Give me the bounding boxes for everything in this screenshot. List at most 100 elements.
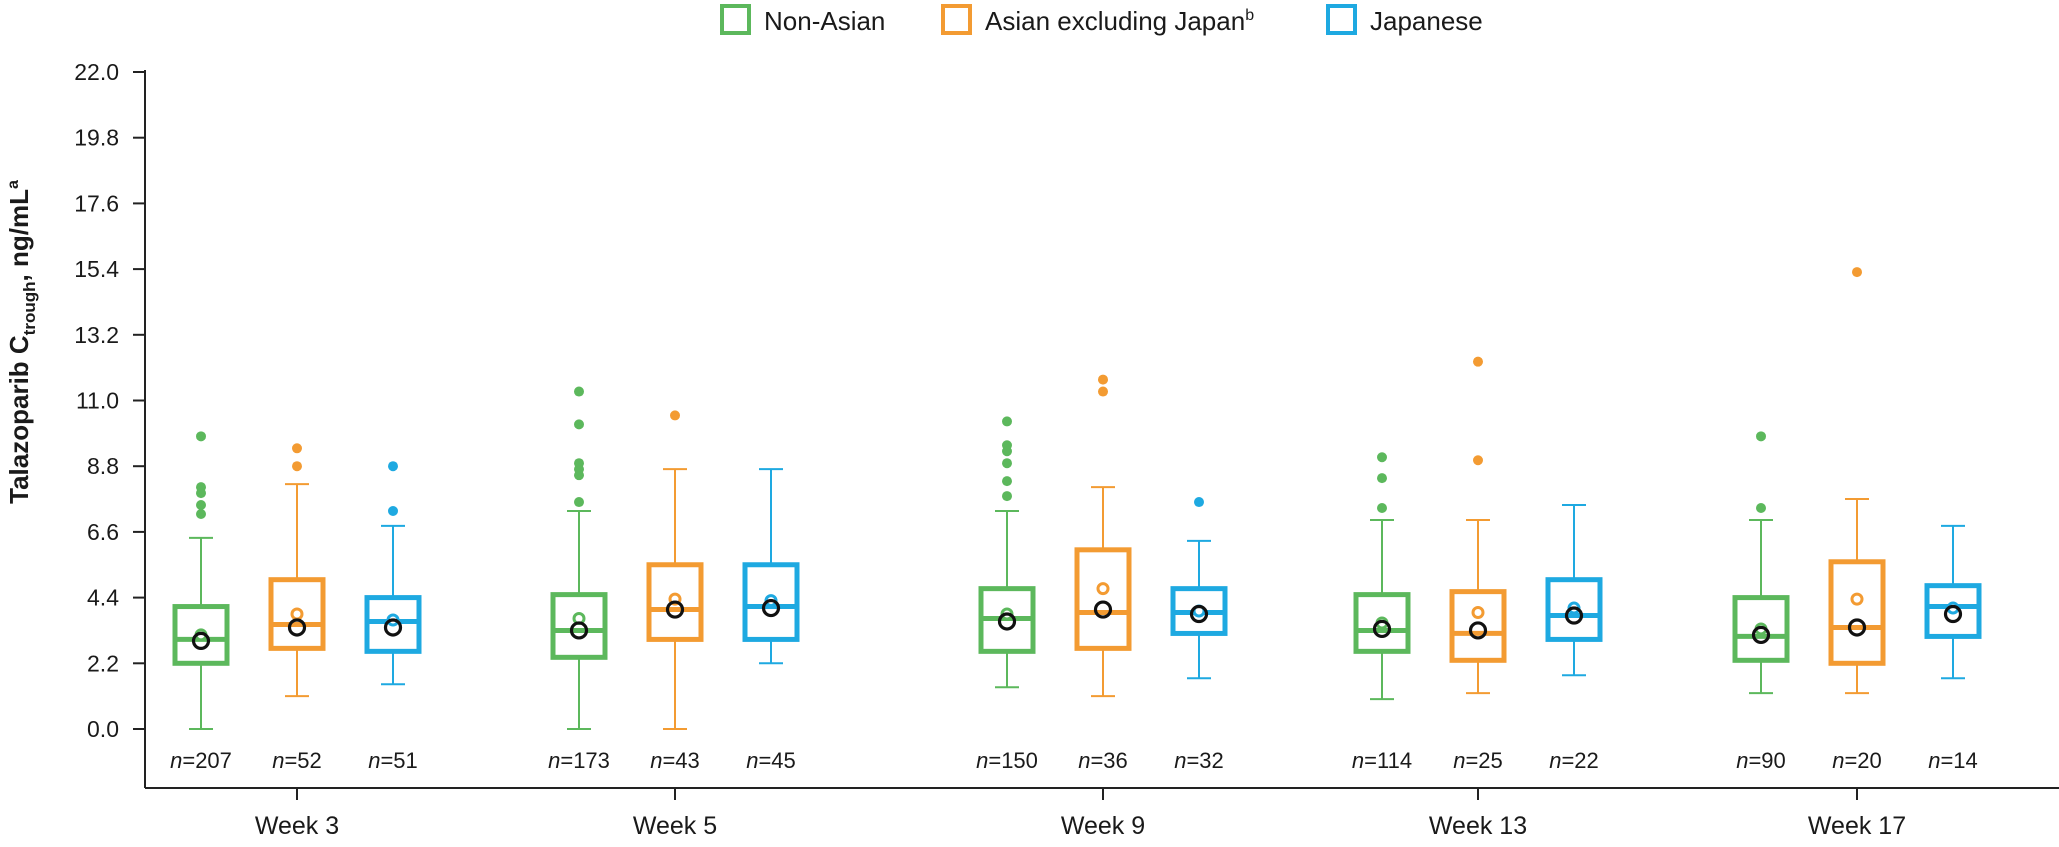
legend-item-asian-excluding-japan: Asian excluding Japanb — [941, 4, 1254, 36]
geo-mean-marker — [191, 631, 211, 651]
n-label: n=36 — [1078, 748, 1128, 773]
n-label-letter: n — [1928, 748, 1940, 773]
y-axis-title-sup: a — [5, 180, 22, 189]
iqr-box — [1449, 589, 1507, 663]
outlier-point — [1194, 497, 1204, 508]
outlier-point — [1852, 267, 1862, 278]
outlier-point — [388, 505, 398, 516]
y-tick-label: 19.8 — [74, 125, 119, 151]
box-japanese-week-13 — [1545, 504, 1603, 677]
outlier-point — [1002, 476, 1012, 487]
legend-label-asian-sup: b — [1245, 7, 1254, 24]
geo-mean-marker — [1468, 621, 1488, 640]
outlier-point — [574, 458, 584, 469]
n-label: n=207 — [170, 748, 232, 773]
outlier-point — [1473, 356, 1483, 367]
outlier-point — [574, 386, 584, 397]
iqr-box — [1732, 595, 1790, 663]
geo-mean-marker — [1943, 604, 1963, 624]
box-non-asian-week-17 — [1732, 431, 1790, 695]
n-label: n=114 — [1352, 748, 1412, 773]
box-japanese-week-9 — [1170, 497, 1228, 680]
n-label: n=52 — [272, 748, 322, 773]
y-tick-label: 8.8 — [87, 453, 119, 479]
outlier-point — [196, 500, 206, 511]
outlier-point — [196, 508, 206, 519]
legend: Non-Asian Asian excluding Japanb Japanes… — [720, 4, 1483, 36]
box-plots — [172, 267, 1982, 730]
n-label-value: =45 — [758, 748, 795, 773]
n-label-value: =90 — [1748, 748, 1785, 773]
outlier-point — [1473, 455, 1483, 466]
y-tick-label: 6.6 — [87, 519, 119, 545]
n-label: n=22 — [1549, 748, 1599, 773]
outlier-point — [574, 497, 584, 508]
n-label-value: =14 — [1940, 748, 1977, 773]
iqr-box — [550, 592, 608, 660]
x-tick-label-week-17: Week 17 — [1808, 812, 1906, 840]
x-axis-ticks: Week 3 Week 5 Week 9 Week 13 Week 17 — [255, 788, 1906, 840]
geo-mean-marker — [1189, 604, 1209, 624]
box-non-asian-week-13 — [1353, 452, 1411, 701]
box-non-asian-week-9 — [978, 416, 1036, 689]
n-label-letter: n — [1549, 748, 1561, 773]
y-axis-title: Talazoparib Ctrough, ng/mLa — [4, 180, 39, 504]
x-tick-label-week-3: Week 3 — [255, 812, 339, 840]
y-axis-ticks: 0.0 2.2 4.4 6.6 8.8 11.0 13.2 15.4 17.6 19.8 22.0 — [74, 59, 145, 742]
outlier-point — [292, 443, 302, 454]
outlier-point — [670, 410, 680, 421]
outlier-point — [1002, 491, 1012, 502]
n-label-value: =22 — [1561, 748, 1598, 773]
outlier-point — [574, 419, 584, 430]
outlier-point — [1756, 503, 1766, 514]
iqr-box — [1074, 547, 1132, 651]
iqr-box — [1545, 577, 1603, 642]
n-label-letter: n — [746, 748, 758, 773]
n-label-letter: n — [976, 748, 988, 773]
legend-swatch-asian-excluding-japan — [941, 4, 972, 35]
legend-swatch-japanese — [1326, 4, 1357, 35]
n-label-letter: n — [1453, 748, 1465, 773]
n-label-value: =32 — [1186, 748, 1223, 773]
y-tick-label: 15.4 — [74, 256, 119, 282]
outlier-point — [1098, 374, 1108, 385]
legend-label-japanese: Japanese — [1370, 6, 1483, 36]
n-label-letter: n — [548, 748, 560, 773]
y-tick-label: 13.2 — [74, 322, 119, 348]
outlier-point — [196, 431, 206, 442]
geo-mean-marker — [1372, 619, 1392, 639]
geo-mean-marker — [1751, 625, 1771, 645]
outlier-point — [1002, 440, 1012, 451]
legend-label-non-asian: Non-Asian — [764, 6, 885, 36]
n-label-letter: n — [650, 748, 662, 773]
n-label: n=43 — [650, 748, 700, 773]
n-label-value: =51 — [380, 748, 417, 773]
n-label-value: =36 — [1090, 748, 1127, 773]
geo-mean-marker — [569, 621, 589, 640]
y-tick-label: 22.0 — [74, 59, 119, 85]
iqr-box — [1828, 559, 1886, 666]
box-japanese-week-17 — [1924, 524, 1982, 680]
n-label: n=25 — [1453, 748, 1503, 773]
n-label: n=20 — [1832, 748, 1882, 773]
n-label-value: =150 — [988, 748, 1038, 773]
legend-label-asian-main: Asian excluding Japan — [985, 6, 1245, 36]
outlier-point — [1756, 431, 1766, 442]
y-axis-title-sub: trough — [20, 281, 39, 335]
box-asian-excluding-japan-week-3 — [268, 443, 326, 698]
legend-swatch-non-asian — [720, 4, 751, 35]
y-tick-label: 4.4 — [87, 585, 119, 611]
n-label-letter: n — [272, 748, 284, 773]
sample-size-labels: n=207 n=173 n=150 n=114 n=90n=52 n=43 n=36 n=25… — [170, 748, 1978, 773]
n-label: n=150 — [976, 748, 1038, 773]
n-label-letter: n — [170, 748, 182, 773]
x-tick-label-week-13: Week 13 — [1429, 812, 1527, 840]
legend-item-non-asian: Non-Asian — [720, 4, 885, 36]
box-non-asian-week-3 — [172, 431, 230, 730]
n-label: n=173 — [548, 748, 610, 773]
n-label: n=32 — [1174, 748, 1224, 773]
geo-mean-marker — [997, 612, 1017, 631]
n-label-letter: n — [1174, 748, 1186, 773]
